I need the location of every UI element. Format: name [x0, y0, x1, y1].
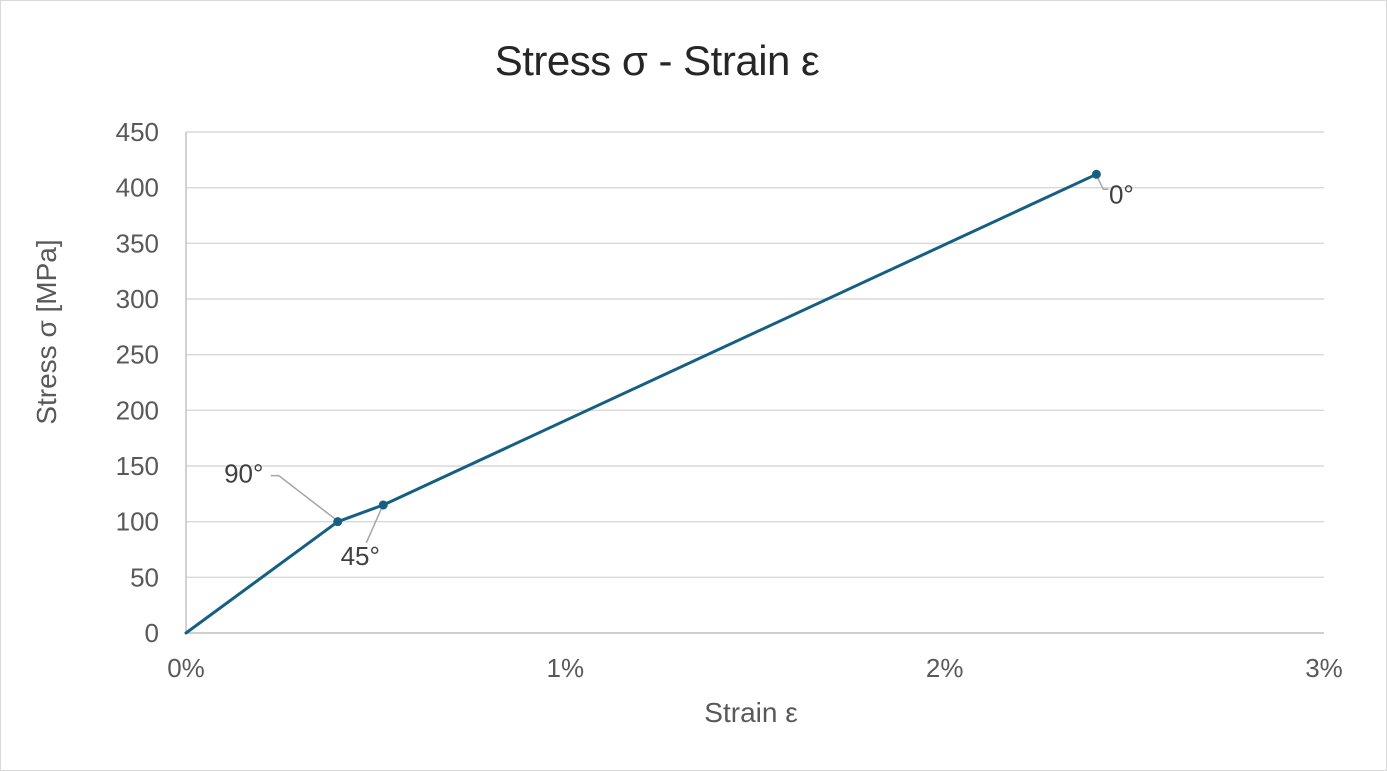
leader-line [365, 508, 382, 544]
y-tick-label: 300 [116, 284, 159, 314]
y-tick-label: 450 [116, 117, 159, 147]
x-tick-label: 3% [1305, 653, 1343, 683]
x-tick-label: 1% [547, 653, 585, 683]
data-point-label: 90° [224, 459, 263, 489]
data-point-label: 0° [1109, 179, 1134, 209]
data-point-marker [378, 500, 388, 510]
data-point-marker [1091, 169, 1101, 179]
x-tick-label: 2% [926, 653, 964, 683]
leader-line [1096, 176, 1109, 191]
leader-line [270, 474, 336, 520]
series-line [184, 172, 1098, 635]
y-tick-label: 350 [116, 228, 159, 258]
chart-title: Stress σ - Strain ε [494, 37, 820, 84]
data-point-marker [333, 517, 343, 527]
y-tick-label: 200 [116, 395, 159, 425]
y-tick-label: 100 [116, 507, 159, 537]
y-tick-label: 400 [116, 173, 159, 203]
x-axis-title: Strain ε [704, 697, 798, 728]
x-tick-label: 0% [167, 653, 205, 683]
y-tick-label: 250 [116, 340, 159, 370]
y-tick-label: 150 [116, 451, 159, 481]
data-point-label: 45° [341, 541, 380, 571]
y-axis-title: Stress σ [MPa] [31, 239, 62, 425]
y-tick-label: 50 [130, 562, 159, 592]
y-tick-label: 0 [145, 618, 159, 648]
